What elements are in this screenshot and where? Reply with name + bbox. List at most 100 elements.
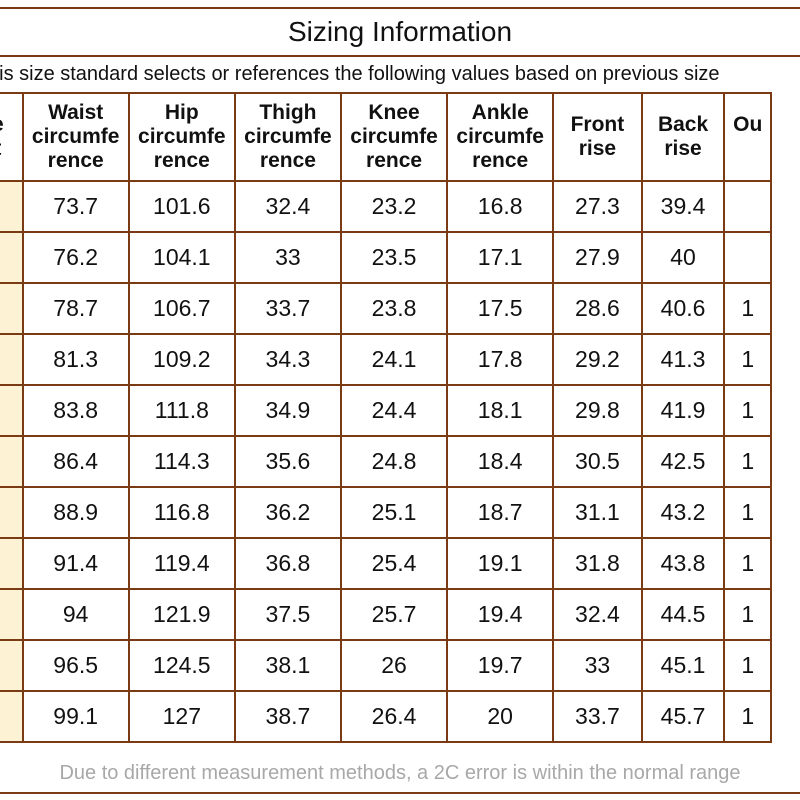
column-header-text: e (0, 113, 4, 136)
table-cell: 36.2 (233, 486, 343, 539)
column-header: Waist circumfe rence (21, 92, 130, 182)
table-cell: 18.1 (446, 384, 555, 437)
table-cell: 26.4 (339, 690, 449, 743)
table-cell: 27.3 (552, 180, 643, 233)
table-cell: 78.7 (21, 282, 130, 335)
table-cell (723, 231, 772, 284)
table-cell: 99.1 (21, 690, 130, 743)
table-cell: 31.8 (552, 537, 643, 590)
table-cell: 20 (446, 690, 555, 743)
table-cell: 37.5 (233, 588, 343, 641)
size-cell (0, 690, 24, 743)
table-cell: 26 (339, 639, 449, 692)
column-header-text: rence (153, 149, 210, 172)
table-cell: 1 (723, 486, 772, 539)
table-cell: 24.1 (339, 333, 449, 386)
column-header-text: circumfe (31, 125, 120, 148)
size-cell (0, 639, 24, 692)
column-header-text: rence (366, 149, 423, 172)
bottom-border (0, 792, 800, 794)
table-cell: 44.5 (640, 588, 726, 641)
table-cell: 1 (723, 639, 772, 692)
table-cell: 1 (723, 333, 772, 386)
table-cell (723, 180, 772, 233)
column-header-text: Knee (368, 101, 420, 124)
table-cell: 39.4 (640, 180, 726, 233)
table-cell: 38.7 (233, 690, 343, 743)
table-cell: 33 (233, 231, 343, 284)
table-cell: 19.7 (446, 639, 555, 692)
table-row: 88.9 116.8 36.2 25.1 18.7 31.1 43.2 1 (0, 486, 772, 539)
table-cell: 33.7 (552, 690, 643, 743)
column-header-text: t (0, 137, 1, 160)
table-cell: 23.8 (339, 282, 449, 335)
column-header-text: circumfe (456, 125, 544, 148)
table-cell: 35.6 (233, 435, 343, 488)
size-cell (0, 282, 24, 335)
column-header: Ankle circumfe rence (446, 92, 555, 182)
column-header-text: Waist (48, 101, 104, 124)
table-cell: 43.8 (640, 537, 726, 590)
column-header: Thigh circumfe rence (233, 92, 343, 182)
table-row: 99.1 127 38.7 26.4 20 33.7 45.7 1 (0, 690, 772, 743)
table-cell: 17.5 (446, 282, 555, 335)
table-cell: 30.5 (552, 435, 643, 488)
column-header-text: Front (570, 113, 625, 136)
column-header: Ou (723, 92, 772, 182)
size-cell (0, 537, 24, 590)
table-cell: 33 (552, 639, 643, 692)
table-cell: 121.9 (127, 588, 236, 641)
table-cell: 23.2 (339, 180, 449, 233)
table-cell: 101.6 (127, 180, 236, 233)
table-cell: 41.3 (640, 333, 726, 386)
size-cell (0, 384, 24, 437)
table-cell: 1 (723, 282, 772, 335)
table-cell: 43.2 (640, 486, 726, 539)
column-header-text: rence (47, 149, 104, 172)
table-cell: 45.7 (640, 690, 726, 743)
column-header-text: rise (664, 137, 702, 160)
column-header-text: Hip (164, 101, 199, 124)
size-cell (0, 333, 24, 386)
table-cell: 24.8 (339, 435, 449, 488)
size-cell (0, 486, 24, 539)
table-cell: 76.2 (21, 231, 130, 284)
table-cell: 104.1 (127, 231, 236, 284)
table-cell: 29.8 (552, 384, 643, 437)
column-header-text: Ankle (471, 101, 529, 124)
table-cell: 32.4 (233, 180, 343, 233)
table-row: 86.4 114.3 35.6 24.8 18.4 30.5 42.5 1 (0, 435, 772, 488)
table-row: 83.8 111.8 34.9 24.4 18.1 29.8 41.9 1 (0, 384, 772, 437)
table-cell: 1 (723, 588, 772, 641)
table-cell: 96.5 (21, 639, 130, 692)
column-header-text: circumfe (244, 125, 332, 148)
table-row: 96.5 124.5 38.1 26 19.7 33 45.1 1 (0, 639, 772, 692)
table-cell: 45.1 (640, 639, 726, 692)
table-cell: 16.8 (446, 180, 555, 233)
table-cell: 40.6 (640, 282, 726, 335)
size-cell (0, 588, 24, 641)
table-cell: 24.4 (339, 384, 449, 437)
page-title: Sizing Information (287, 16, 513, 47)
table-row: 73.7 101.6 32.4 23.2 16.8 27.3 39.4 (0, 180, 772, 233)
size-cell (0, 231, 24, 284)
table-cell: 34.3 (233, 333, 343, 386)
column-header: et (0, 92, 24, 182)
table-cell: 34.9 (233, 384, 343, 437)
column-header-text: Ou (733, 113, 763, 136)
table-header-row: etWaistcircumferenceHipcircumferenceThig… (0, 92, 772, 182)
table-cell: 27.9 (552, 231, 643, 284)
table-cell: 124.5 (127, 639, 236, 692)
subtitle: his size standard selects or references … (0, 63, 720, 85)
table-cell: 25.4 (339, 537, 449, 590)
table-cell: 81.3 (21, 333, 130, 386)
table-cell: 25.7 (339, 588, 449, 641)
table-row: 78.7 106.7 33.7 23.8 17.5 28.6 40.6 1 (0, 282, 772, 335)
table-cell: 127 (127, 690, 236, 743)
table-row: 91.4 119.4 36.8 25.4 19.1 31.8 43.8 1 (0, 537, 772, 590)
column-header: Front rise (552, 92, 643, 182)
column-header-text: Back (657, 113, 709, 136)
size-cell (0, 180, 24, 233)
table-cell: 17.8 (446, 333, 555, 386)
table-cell: 109.2 (127, 333, 236, 386)
